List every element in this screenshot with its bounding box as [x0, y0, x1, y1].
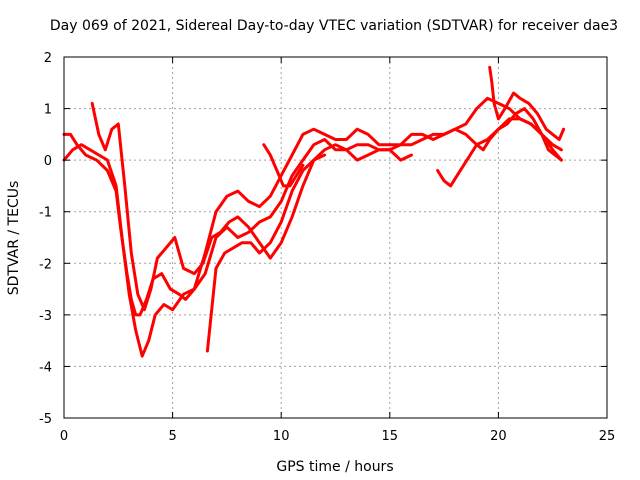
- y-axis-label: SDTVAR / TECUs: [6, 181, 22, 296]
- plot-frame: [63, 56, 608, 419]
- y-tick-label: 1: [44, 103, 52, 118]
- x-tick-label: 0: [60, 429, 68, 444]
- series-track-7: [488, 65, 566, 141]
- x-tick-label: 10: [273, 429, 290, 444]
- series-layer: [62, 65, 566, 358]
- series-track-2: [62, 117, 563, 358]
- y-tick-label: 0: [44, 154, 52, 169]
- y-tick-label: -2: [39, 257, 52, 272]
- series-track-3: [90, 101, 327, 312]
- chart-title: Day 069 of 2021, Sidereal Day-to-day VTE…: [50, 18, 618, 34]
- y-tick-label: 2: [44, 51, 52, 66]
- x-tick-label: 15: [382, 429, 399, 444]
- tick-layer: 0 5 10 15 20 25 -5 -4 -3 -2 -1 0 1 2: [39, 51, 615, 444]
- series-track-5: [262, 143, 305, 188]
- series-track-4: [205, 143, 413, 353]
- series-track-6: [436, 107, 563, 188]
- x-tick-label: 5: [168, 429, 176, 444]
- y-tick-label: -1: [39, 206, 52, 221]
- y-tick-label: -4: [39, 360, 52, 375]
- y-tick-label: -5: [39, 412, 52, 427]
- y-tick-label: -3: [39, 309, 52, 324]
- x-tick-label: 25: [599, 429, 616, 444]
- series-track-1: [62, 96, 563, 317]
- x-axis-label: GPS time / hours: [276, 459, 393, 475]
- x-tick-label: 20: [490, 429, 507, 444]
